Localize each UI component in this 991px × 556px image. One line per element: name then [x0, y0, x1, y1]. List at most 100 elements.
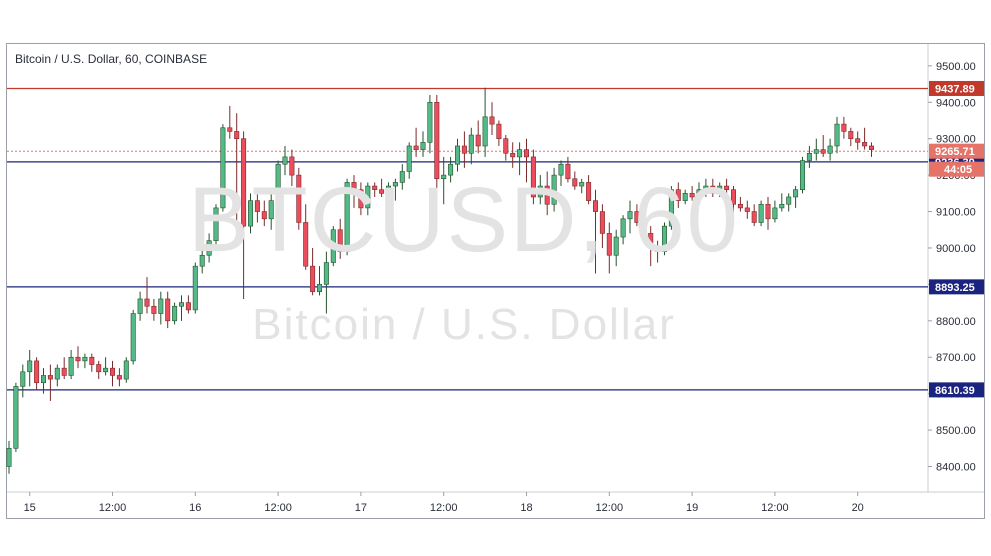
resistance-tag-text: 9437.89	[935, 83, 975, 95]
candle-up	[454, 145, 460, 165]
candle-down	[34, 360, 40, 384]
candle-up	[344, 182, 350, 252]
candle-up	[661, 225, 667, 252]
candle-down	[565, 163, 571, 180]
candle-up	[448, 163, 454, 176]
candle-down	[841, 123, 847, 132]
candle-down	[655, 247, 661, 252]
candle-up	[613, 236, 619, 256]
candle-down	[75, 356, 81, 362]
candle-up	[482, 116, 488, 147]
candle-up	[827, 145, 833, 154]
x-tick-label: 12:00	[761, 502, 789, 514]
candle-down	[372, 185, 378, 190]
candle-down	[310, 265, 316, 292]
x-tick-label: 20	[852, 502, 864, 514]
candle-up	[620, 218, 626, 238]
candle-up	[517, 149, 523, 158]
candle-down	[751, 211, 757, 223]
candle-down	[737, 203, 743, 209]
candle-up	[579, 182, 585, 187]
candle-down	[434, 101, 440, 180]
candle-down	[337, 229, 343, 252]
candle-down	[185, 302, 191, 311]
candle-down	[855, 138, 861, 143]
candle-up	[441, 174, 447, 180]
candle-down	[641, 222, 647, 234]
candle-down	[289, 156, 295, 176]
candle-down	[351, 182, 357, 190]
candle-down	[47, 375, 53, 380]
candle-up	[179, 302, 185, 307]
support-tag-bg	[929, 279, 984, 295]
candle-up	[399, 171, 405, 183]
candle-up	[268, 200, 274, 220]
candle-down	[820, 149, 826, 154]
watermark-name: Bitcoin / U.S. Dollar	[252, 300, 676, 349]
y-tick-label: 8700.00	[936, 352, 976, 364]
candle-up	[537, 185, 543, 198]
candle-down	[303, 222, 309, 267]
x-tick-label: 18	[520, 502, 532, 514]
candle-up	[758, 203, 764, 223]
candle-up	[468, 134, 474, 154]
candle-up	[420, 142, 426, 150]
x-tick-label: 15	[24, 502, 36, 514]
candle-up	[682, 193, 688, 201]
candle-up	[103, 367, 109, 373]
candle-up	[213, 207, 219, 241]
candle-down	[868, 145, 874, 150]
chart-frame	[6, 43, 985, 519]
candle-down	[496, 123, 502, 139]
x-tick-label: 16	[189, 502, 201, 514]
candle-up	[799, 160, 805, 190]
candle-down	[710, 185, 716, 194]
y-tick-label: 8400.00	[936, 462, 976, 474]
candle-down	[724, 185, 730, 190]
candle-up	[199, 254, 205, 267]
candle-down	[234, 131, 240, 139]
candle-down	[296, 174, 302, 223]
x-tick-label: 12:00	[264, 502, 292, 514]
grid	[7, 44, 984, 493]
candle-down	[530, 156, 536, 198]
candle-down	[241, 138, 247, 227]
candle-up	[40, 375, 46, 384]
candle-down	[744, 207, 750, 212]
candle-up	[316, 284, 322, 292]
candle-up	[392, 182, 398, 187]
candle-up	[192, 265, 198, 311]
candle-down	[730, 189, 736, 205]
candle-up	[627, 211, 633, 220]
candle-up	[427, 101, 433, 143]
candle-up	[779, 203, 785, 209]
support-tag-text: 8893.25	[935, 282, 975, 294]
x-tick-label: 12:00	[99, 502, 127, 514]
candle-up	[27, 360, 33, 373]
candle-down	[413, 145, 419, 150]
candle-down	[261, 211, 267, 220]
candle-up	[158, 298, 164, 314]
candle-up	[786, 196, 792, 205]
y-tick-label: 8500.00	[936, 425, 976, 437]
candle-up	[6, 447, 12, 467]
candle-down	[592, 200, 598, 212]
candle-up	[772, 207, 778, 220]
x-tick-label: 19	[686, 502, 698, 514]
x-tick-label: 12:00	[596, 502, 624, 514]
candle-up	[275, 163, 281, 201]
candle-down	[648, 233, 654, 249]
y-tick-label: 9500.00	[936, 61, 976, 73]
candle-up	[206, 240, 212, 256]
candle-down	[89, 356, 95, 365]
candle-down	[61, 367, 67, 376]
resistance-tag-bg	[929, 80, 984, 96]
candle-down	[503, 138, 509, 154]
candle-up	[668, 189, 674, 227]
candle-up	[703, 185, 709, 190]
y-tick-label: 9000.00	[936, 243, 976, 255]
support-tag-bg	[929, 382, 984, 398]
candle-down	[96, 364, 102, 373]
candle-up	[172, 305, 178, 322]
